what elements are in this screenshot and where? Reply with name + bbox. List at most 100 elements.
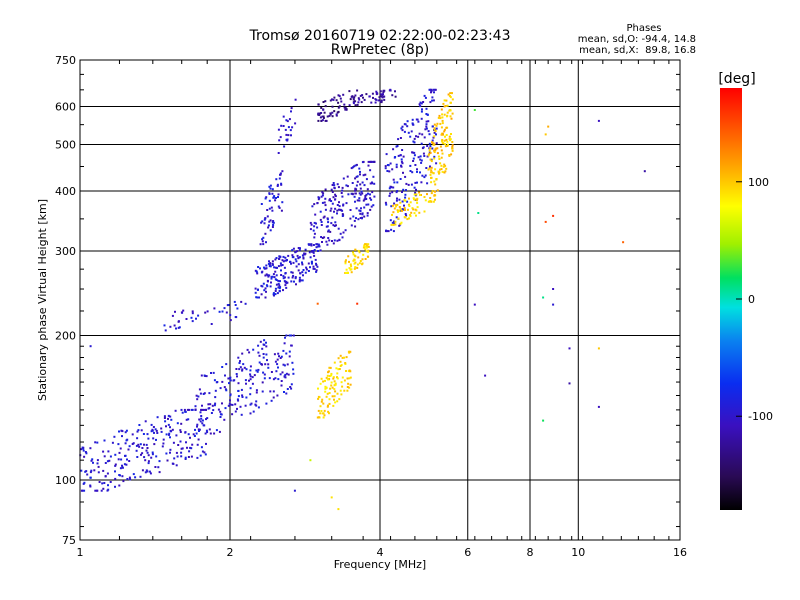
- echo-point: [446, 115, 448, 118]
- echo-point: [227, 377, 230, 380]
- echo-point: [317, 112, 320, 115]
- echo-point: [209, 403, 212, 406]
- echo-point: [345, 370, 347, 372]
- echo-point: [429, 197, 432, 199]
- echo-point: [415, 214, 417, 217]
- echo-point: [286, 363, 289, 366]
- echo-point: [231, 403, 234, 406]
- echo-point: [333, 184, 336, 187]
- echo-point: [114, 464, 117, 467]
- echo-point: [240, 413, 243, 416]
- echo-point: [473, 303, 476, 306]
- echo-point: [278, 139, 281, 142]
- echo-point: [323, 111, 326, 114]
- echo-point: [168, 433, 170, 436]
- echo-point: [256, 370, 259, 373]
- phase-summary-box: Phases mean, sd,O: -94.4, 14.8 mean, sd,…: [578, 23, 696, 56]
- echo-point: [146, 433, 149, 436]
- echo-point: [384, 201, 387, 204]
- echo-point: [382, 93, 384, 96]
- echo-point: [290, 383, 293, 386]
- echo-point: [437, 155, 440, 158]
- echo-point: [322, 416, 325, 419]
- echo-point: [423, 136, 426, 139]
- echo-point: [342, 204, 345, 207]
- echo-point: [420, 142, 423, 145]
- echo-point: [353, 219, 356, 222]
- echo-point: [147, 437, 150, 440]
- echo-point: [335, 114, 338, 117]
- echo-point: [279, 262, 282, 265]
- echo-point: [332, 376, 335, 379]
- echo-point: [249, 387, 252, 390]
- echo-point: [199, 420, 202, 423]
- echo-point: [359, 183, 362, 186]
- echo-point: [320, 106, 323, 109]
- echo-point: [331, 395, 334, 398]
- echo-point: [331, 111, 334, 114]
- echo-point: [191, 310, 194, 313]
- echo-point: [298, 256, 301, 259]
- echo-point: [385, 230, 387, 233]
- echo-point: [197, 438, 200, 441]
- echo-point: [337, 368, 340, 371]
- echo-point: [214, 396, 217, 399]
- echo-point: [279, 172, 282, 175]
- echo-point: [280, 183, 283, 186]
- echo-point: [378, 96, 381, 99]
- echo-point: [331, 240, 333, 242]
- echo-point: [409, 164, 412, 167]
- echo-point: [424, 199, 427, 202]
- echo-point: [326, 218, 329, 221]
- echo-point: [174, 409, 177, 412]
- echo-point: [417, 120, 420, 123]
- echo-point: [332, 242, 335, 245]
- echo-point: [164, 420, 167, 423]
- echo-point: [404, 175, 407, 178]
- echo-point: [408, 205, 411, 207]
- echo-point: [337, 186, 340, 189]
- echo-point: [415, 188, 417, 191]
- echo-point: [401, 149, 404, 151]
- echo-point: [290, 107, 293, 110]
- echo-point: [428, 149, 431, 152]
- plot-frame: [79, 59, 681, 541]
- echo-point: [195, 317, 197, 320]
- echo-point: [340, 192, 343, 194]
- echo-point: [366, 246, 368, 249]
- echo-point: [158, 460, 161, 463]
- echo-point: [292, 261, 295, 264]
- echo-point: [261, 347, 264, 350]
- echo-point: [404, 193, 407, 196]
- echo-point: [408, 217, 410, 220]
- echo-point: [400, 165, 403, 168]
- echo-point: [294, 276, 297, 279]
- echo-point: [597, 405, 600, 408]
- echo-point: [383, 89, 386, 92]
- echo-point: [185, 418, 188, 421]
- echo-point: [341, 236, 344, 239]
- echo-point: [261, 240, 264, 243]
- echo-point: [326, 378, 329, 381]
- echo-point: [208, 428, 211, 431]
- echo-point: [281, 259, 284, 262]
- echo-point: [395, 205, 398, 208]
- colorbar-label: [deg]: [718, 71, 755, 87]
- echo-point: [365, 93, 368, 96]
- echo-point: [411, 118, 414, 121]
- echo-point: [106, 489, 109, 492]
- echo-point: [255, 369, 258, 372]
- echo-point: [271, 226, 274, 228]
- echo-point: [391, 94, 394, 97]
- echo-point: [354, 248, 357, 251]
- echo-point: [419, 101, 422, 104]
- echo-point: [82, 449, 85, 452]
- echo-point: [257, 266, 260, 268]
- echo-point: [146, 447, 149, 449]
- echo-point: [415, 209, 418, 212]
- echo-point: [349, 98, 352, 101]
- echo-point: [403, 207, 406, 210]
- echo-point: [268, 377, 271, 380]
- echo-point: [400, 127, 403, 130]
- phase-summary-o-mode: mean, sd,O: -94.4, 14.8: [578, 34, 696, 45]
